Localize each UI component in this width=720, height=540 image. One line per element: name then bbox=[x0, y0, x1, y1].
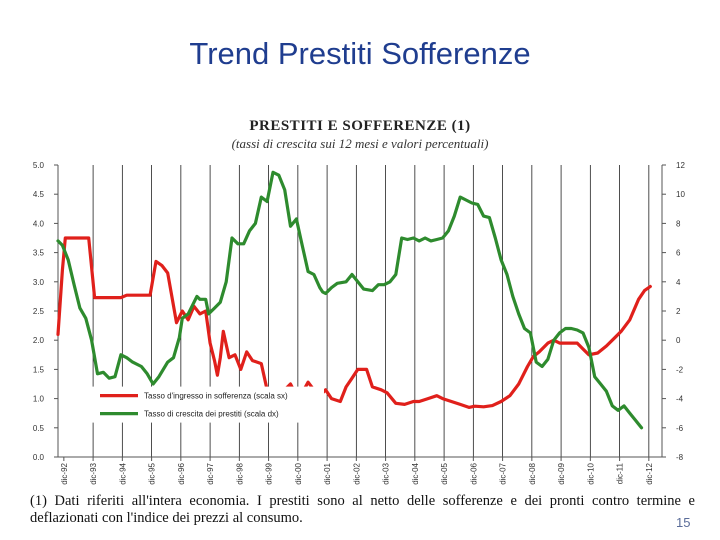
x-tick-label: dic-07 bbox=[499, 462, 508, 484]
x-tick-label: dic-96 bbox=[177, 462, 186, 484]
x-tick-label: dic-01 bbox=[323, 462, 332, 484]
right-tick-label: 2 bbox=[676, 307, 681, 316]
left-tick-label: 2.0 bbox=[33, 336, 45, 345]
left-tick-label: 1.0 bbox=[33, 395, 45, 404]
right-tick-label: 6 bbox=[676, 249, 681, 258]
x-tick-label: dic-10 bbox=[586, 462, 595, 484]
slide-title: Trend Prestiti Sofferenze bbox=[189, 36, 531, 71]
x-tick-label: dic-06 bbox=[469, 462, 478, 484]
x-tick-label: dic-93 bbox=[89, 462, 98, 484]
right-tick-label: -2 bbox=[676, 365, 684, 374]
x-tick-label: dic-08 bbox=[528, 462, 537, 484]
left-tick-label: 3.0 bbox=[33, 278, 45, 287]
left-tick-label: 2.5 bbox=[33, 307, 45, 316]
legend: Tasso d'ingresso in sofferenza (scala sx… bbox=[68, 386, 324, 423]
left-tick-label: 0.0 bbox=[33, 453, 45, 462]
right-tick-label: 10 bbox=[676, 190, 685, 199]
left-tick-label: 4.0 bbox=[33, 219, 45, 228]
left-tick-label: 3.5 bbox=[33, 249, 45, 258]
legend-label: Tasso di crescita dei prestiti (scala dx… bbox=[144, 410, 279, 419]
x-tick-label: dic-11 bbox=[616, 462, 625, 484]
x-tick-label: dic-12 bbox=[645, 462, 654, 484]
chart-subtitle: (tassi di crescita sui 12 mesi e valori … bbox=[231, 136, 489, 151]
x-tick-label: dic-03 bbox=[382, 462, 391, 484]
series-line-prestiti bbox=[56, 170, 644, 430]
x-tick-label: dic-02 bbox=[352, 462, 361, 484]
x-tick-label: dic-97 bbox=[206, 462, 215, 484]
x-tick-label: dic-98 bbox=[235, 462, 244, 484]
left-tick-label: 0.5 bbox=[33, 424, 45, 433]
axes: dic-92 dic-93 dic-94 dic-95 dic-96 dic-97 dic-… bbox=[33, 161, 686, 485]
chart-title: PRESTITI E SOFFERENZE (1) bbox=[249, 118, 471, 134]
x-tick-label: dic-04 bbox=[411, 462, 420, 484]
x-tick-label: dic-09 bbox=[557, 462, 566, 484]
legend-label: Tasso d'ingresso in sofferenza (scala sx… bbox=[144, 392, 288, 401]
line-chart: dic-92 dic-93 dic-94 dic-95 dic-96 dic-97 dic-… bbox=[33, 161, 686, 485]
right-tick-label: 8 bbox=[676, 219, 681, 228]
x-tick-label: dic-95 bbox=[148, 462, 157, 484]
x-tick-label: dic-99 bbox=[265, 462, 274, 484]
right-tick-label: -8 bbox=[676, 453, 684, 462]
x-tick-label: dic-92 bbox=[60, 462, 69, 484]
right-tick-label: -6 bbox=[676, 424, 684, 433]
x-tick-label: dic-00 bbox=[294, 462, 303, 484]
left-tick-label: 4.5 bbox=[33, 190, 45, 199]
left-tick-label: 1.5 bbox=[33, 365, 45, 374]
x-tick-label: dic-05 bbox=[440, 462, 449, 484]
page-number: 15 bbox=[676, 515, 691, 530]
right-tick-label: 4 bbox=[676, 278, 681, 287]
chart-footnote: (1) Dati riferiti all'intera economia. I… bbox=[30, 493, 695, 526]
left-tick-label: 5.0 bbox=[33, 161, 45, 170]
right-tick-label: 12 bbox=[676, 161, 685, 170]
right-tick-label: 0 bbox=[676, 336, 681, 345]
x-tick-label: dic-94 bbox=[118, 462, 127, 484]
right-tick-label: -4 bbox=[676, 395, 684, 404]
legend-background bbox=[68, 386, 324, 423]
